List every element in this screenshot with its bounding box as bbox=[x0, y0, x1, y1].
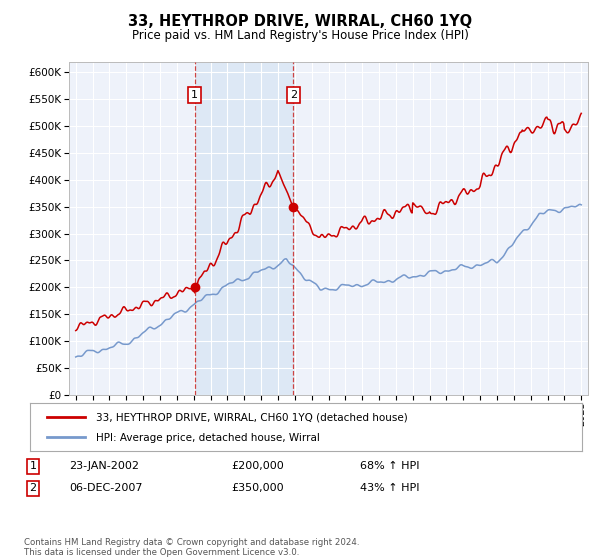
Text: £350,000: £350,000 bbox=[231, 483, 284, 493]
Text: £200,000: £200,000 bbox=[231, 461, 284, 472]
Text: 2: 2 bbox=[29, 483, 37, 493]
Text: 23-JAN-2002: 23-JAN-2002 bbox=[69, 461, 139, 472]
Text: 33, HEYTHROP DRIVE, WIRRAL, CH60 1YQ (detached house): 33, HEYTHROP DRIVE, WIRRAL, CH60 1YQ (de… bbox=[96, 413, 408, 422]
Text: Contains HM Land Registry data © Crown copyright and database right 2024.
This d: Contains HM Land Registry data © Crown c… bbox=[24, 538, 359, 557]
Bar bbox=[195, 62, 293, 395]
Text: 1: 1 bbox=[29, 461, 37, 472]
Text: 06-DEC-2007: 06-DEC-2007 bbox=[69, 483, 143, 493]
Text: 43% ↑ HPI: 43% ↑ HPI bbox=[360, 483, 419, 493]
Text: Price paid vs. HM Land Registry's House Price Index (HPI): Price paid vs. HM Land Registry's House … bbox=[131, 29, 469, 42]
Text: 2: 2 bbox=[290, 90, 297, 100]
Text: 33, HEYTHROP DRIVE, WIRRAL, CH60 1YQ: 33, HEYTHROP DRIVE, WIRRAL, CH60 1YQ bbox=[128, 14, 472, 29]
Text: 1: 1 bbox=[191, 90, 198, 100]
Text: 68% ↑ HPI: 68% ↑ HPI bbox=[360, 461, 419, 472]
Text: HPI: Average price, detached house, Wirral: HPI: Average price, detached house, Wirr… bbox=[96, 433, 320, 444]
